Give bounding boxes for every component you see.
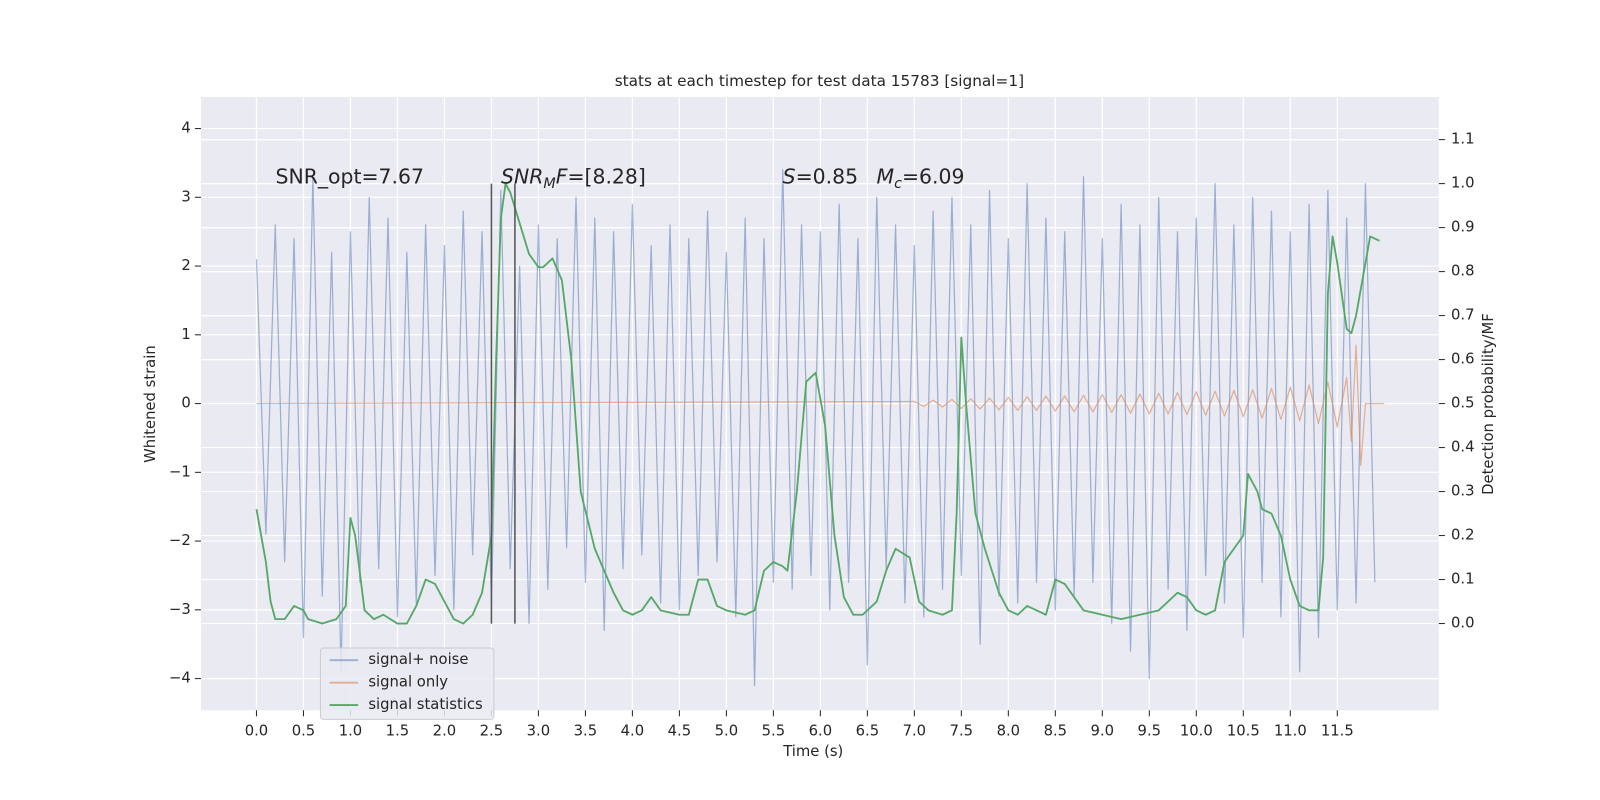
y2-tick-label: 0.0 — [1451, 615, 1475, 632]
y-tick-label: −1 — [169, 463, 191, 480]
y-tick-label: −2 — [169, 532, 191, 549]
x-tick-label: 7.5 — [950, 723, 974, 740]
y2-tick-label: 0.4 — [1451, 439, 1475, 456]
x-tick-label: 2.0 — [433, 723, 457, 740]
legend-label: signal+ noise — [368, 651, 468, 668]
x-tick-label: 11.5 — [1321, 723, 1354, 740]
y-tick-label: 1 — [181, 326, 190, 343]
x-tick-label: 0.5 — [292, 723, 316, 740]
y-tick-label: −4 — [169, 670, 191, 687]
x-tick-label: 6.5 — [856, 723, 880, 740]
annotation-part: =0.85 — [796, 165, 859, 189]
x-axis-label: Time (s) — [782, 743, 843, 760]
legend-box — [319, 647, 495, 720]
annotation-part: =[8.28] — [567, 165, 645, 189]
y2-tick-label: 0.9 — [1451, 219, 1475, 236]
annotation: SNRMF=[8.28] — [501, 165, 646, 192]
y-tick-label: 4 — [181, 120, 190, 137]
y2-tick-label: 0.5 — [1451, 395, 1475, 412]
y2-tick-label: 0.6 — [1451, 351, 1475, 368]
annotation-part: M — [877, 165, 895, 189]
y2-axis-label: Detection probability/MF — [1480, 313, 1497, 495]
x-tick-label: 6.0 — [809, 723, 833, 740]
annotation: S=0.85 — [783, 165, 858, 189]
annotation-part: F — [556, 165, 568, 189]
x-tick-label: 10.5 — [1227, 723, 1260, 740]
annotation: Mc=6.09 — [877, 165, 965, 192]
y-tick-label: 0 — [181, 395, 190, 412]
y-tick-label: 3 — [181, 188, 190, 205]
y2-tick-label: 0.2 — [1451, 527, 1475, 544]
x-tick-label: 3.0 — [527, 723, 551, 740]
annotation-part: S — [783, 165, 796, 189]
x-tick-label: 7.0 — [903, 723, 927, 740]
x-tick-label: 4.5 — [668, 723, 692, 740]
x-tick-label: 8.0 — [997, 723, 1021, 740]
x-tick-label: 10.0 — [1180, 723, 1213, 740]
y-axis-label: Whitened strain — [142, 345, 159, 463]
y2-tick-label: 0.8 — [1451, 263, 1475, 280]
x-tick-label: 5.5 — [762, 723, 786, 740]
annotation-part: SNR — [501, 165, 543, 189]
chart-title: stats at each timestep for test data 157… — [615, 72, 1024, 90]
series-line — [255, 169, 1376, 687]
series-line — [256, 344, 1385, 467]
x-tick-label: 1.5 — [386, 723, 410, 740]
y2-tick-label: 1.1 — [1451, 131, 1475, 148]
x-tick-label: 2.5 — [480, 723, 504, 740]
y2-tick-label: 0.3 — [1451, 483, 1475, 500]
y2-tick-label: 0.7 — [1451, 307, 1475, 324]
x-tick-label: 9.5 — [1138, 723, 1162, 740]
legend-label: signal statistics — [368, 696, 482, 713]
annotation-part: =6.09 — [902, 165, 965, 189]
x-tick-label: 1.0 — [339, 723, 363, 740]
x-tick-label: 0.0 — [245, 723, 269, 740]
x-tick-label: 3.5 — [574, 723, 598, 740]
x-tick-label: 4.0 — [621, 723, 645, 740]
annotation: SNR_opt=7.67 — [276, 165, 424, 190]
x-tick-label: 9.0 — [1091, 723, 1115, 740]
y2-tick-label: 1.0 — [1451, 175, 1475, 192]
y-tick-label: 2 — [181, 257, 190, 274]
annotation-part: SNR_opt=7.67 — [276, 165, 424, 190]
annotation-part: c — [894, 176, 902, 192]
legend-label: signal only — [368, 674, 448, 691]
annotation-part: M — [543, 176, 555, 192]
x-tick-label: 5.0 — [715, 723, 739, 740]
x-tick-label: 11.0 — [1274, 723, 1307, 740]
y2-tick-label: 0.1 — [1451, 571, 1475, 588]
x-tick-label: 8.5 — [1044, 723, 1068, 740]
series-line — [255, 182, 1380, 625]
y-tick-label: −3 — [169, 601, 191, 618]
